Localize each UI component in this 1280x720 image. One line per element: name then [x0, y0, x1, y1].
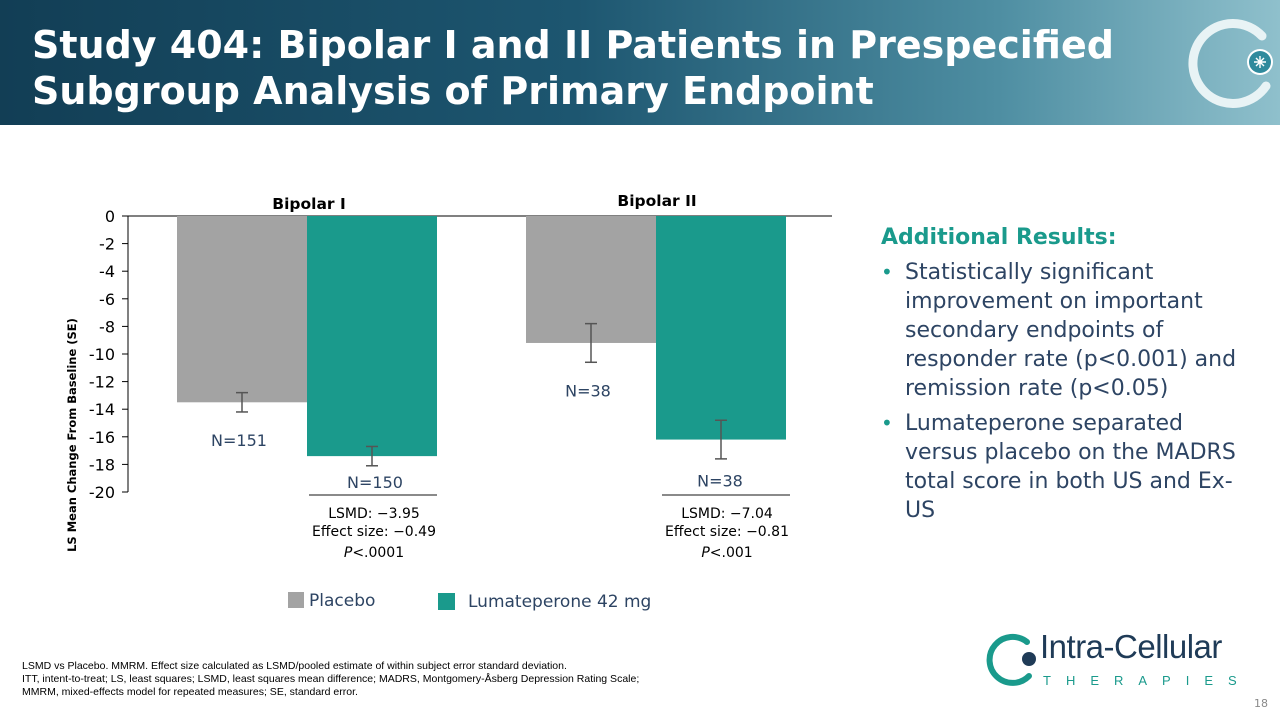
y-tick-label: -2 [99, 235, 115, 254]
additional-results-heading: Additional Results: [881, 225, 1117, 250]
title-line-2: Subgroup Analysis of Primary Endpoint [32, 69, 874, 113]
footnotes: LSMD vs Placebo. MMRM. Effect size calcu… [22, 660, 822, 699]
category-label-2: Bipolar II [617, 192, 696, 210]
y-tick-label: -14 [89, 400, 115, 419]
y-tick-label: -10 [89, 345, 115, 364]
legend-swatch-lumateperone [438, 593, 455, 610]
effect-size-label-1: Effect size: −0.49 [312, 524, 436, 540]
company-subtitle: THERAPIES [1043, 673, 1252, 688]
y-tick-label: -16 [89, 428, 115, 447]
legend-label-placebo: Placebo [309, 591, 375, 611]
y-tick-label: -6 [99, 290, 115, 309]
legend-swatch-placebo [288, 592, 304, 608]
n-label-lumateperone-1: N=150 [347, 473, 403, 492]
additional-results-list: Statistically significant improvement on… [881, 258, 1251, 531]
p-value-label-2: P<.001 [701, 545, 752, 561]
company-logo: Intra-Cellular THERAPIES [985, 628, 1245, 692]
n-label-placebo-1: N=151 [211, 431, 267, 450]
y-tick-label: -4 [99, 262, 115, 281]
page-title: Study 404: Bipolar I and II Patients in … [32, 22, 1182, 114]
company-name: Intra-Cellular [1040, 628, 1222, 665]
ring-logo-icon [986, 633, 1036, 686]
bar-placebo-2 [526, 216, 656, 343]
ring-logo-icon [1188, 19, 1273, 108]
n-label-lumateperone-2: N=38 [697, 472, 743, 491]
y-axis-label: LS Mean Change From Baseline (SE) [65, 318, 79, 552]
lsmd-label-2: LSMD: −7.04 [681, 506, 773, 522]
footnote-line-1: LSMD vs Placebo. MMRM. Effect size calcu… [22, 660, 567, 672]
n-label-placebo-2: N=38 [565, 381, 611, 400]
y-tick-label: -20 [89, 483, 115, 502]
p-value-label-1: P<.0001 [344, 545, 404, 561]
y-tick-label: 0 [105, 207, 115, 226]
legend-label-lumateperone: Lumateperone 42 mg [468, 592, 651, 612]
footnote-line-2: ITT, intent-to-treat; LS, least squares;… [22, 673, 640, 685]
category-label-1: Bipolar I [272, 195, 345, 213]
y-tick-label: -12 [89, 373, 115, 392]
lsmd-label-1: LSMD: −3.95 [328, 506, 420, 522]
title-line-1: Study 404: Bipolar I and II Patients in … [32, 23, 1114, 67]
y-tick-label: -8 [99, 317, 115, 336]
result-bullet-2: Lumateperone separated versus placebo on… [881, 409, 1251, 525]
footnote-line-3: MMRM, mixed-effects model for repeated m… [22, 686, 358, 698]
effect-size-label-2: Effect size: −0.81 [665, 524, 789, 540]
title-banner: Study 404: Bipolar I and II Patients in … [0, 0, 1280, 125]
bar-chart: LS Mean Change From Baseline (SE) 0 -2 -4 -… [65, 192, 832, 612]
bar-lumateperone-2 [656, 216, 786, 440]
page-number: 18 [1254, 697, 1268, 710]
bar-placebo-1 [177, 216, 307, 403]
result-bullet-1: Statistically significant improvement on… [881, 258, 1251, 403]
y-tick-label: -18 [89, 455, 115, 474]
bar-lumateperone-1 [307, 216, 437, 457]
